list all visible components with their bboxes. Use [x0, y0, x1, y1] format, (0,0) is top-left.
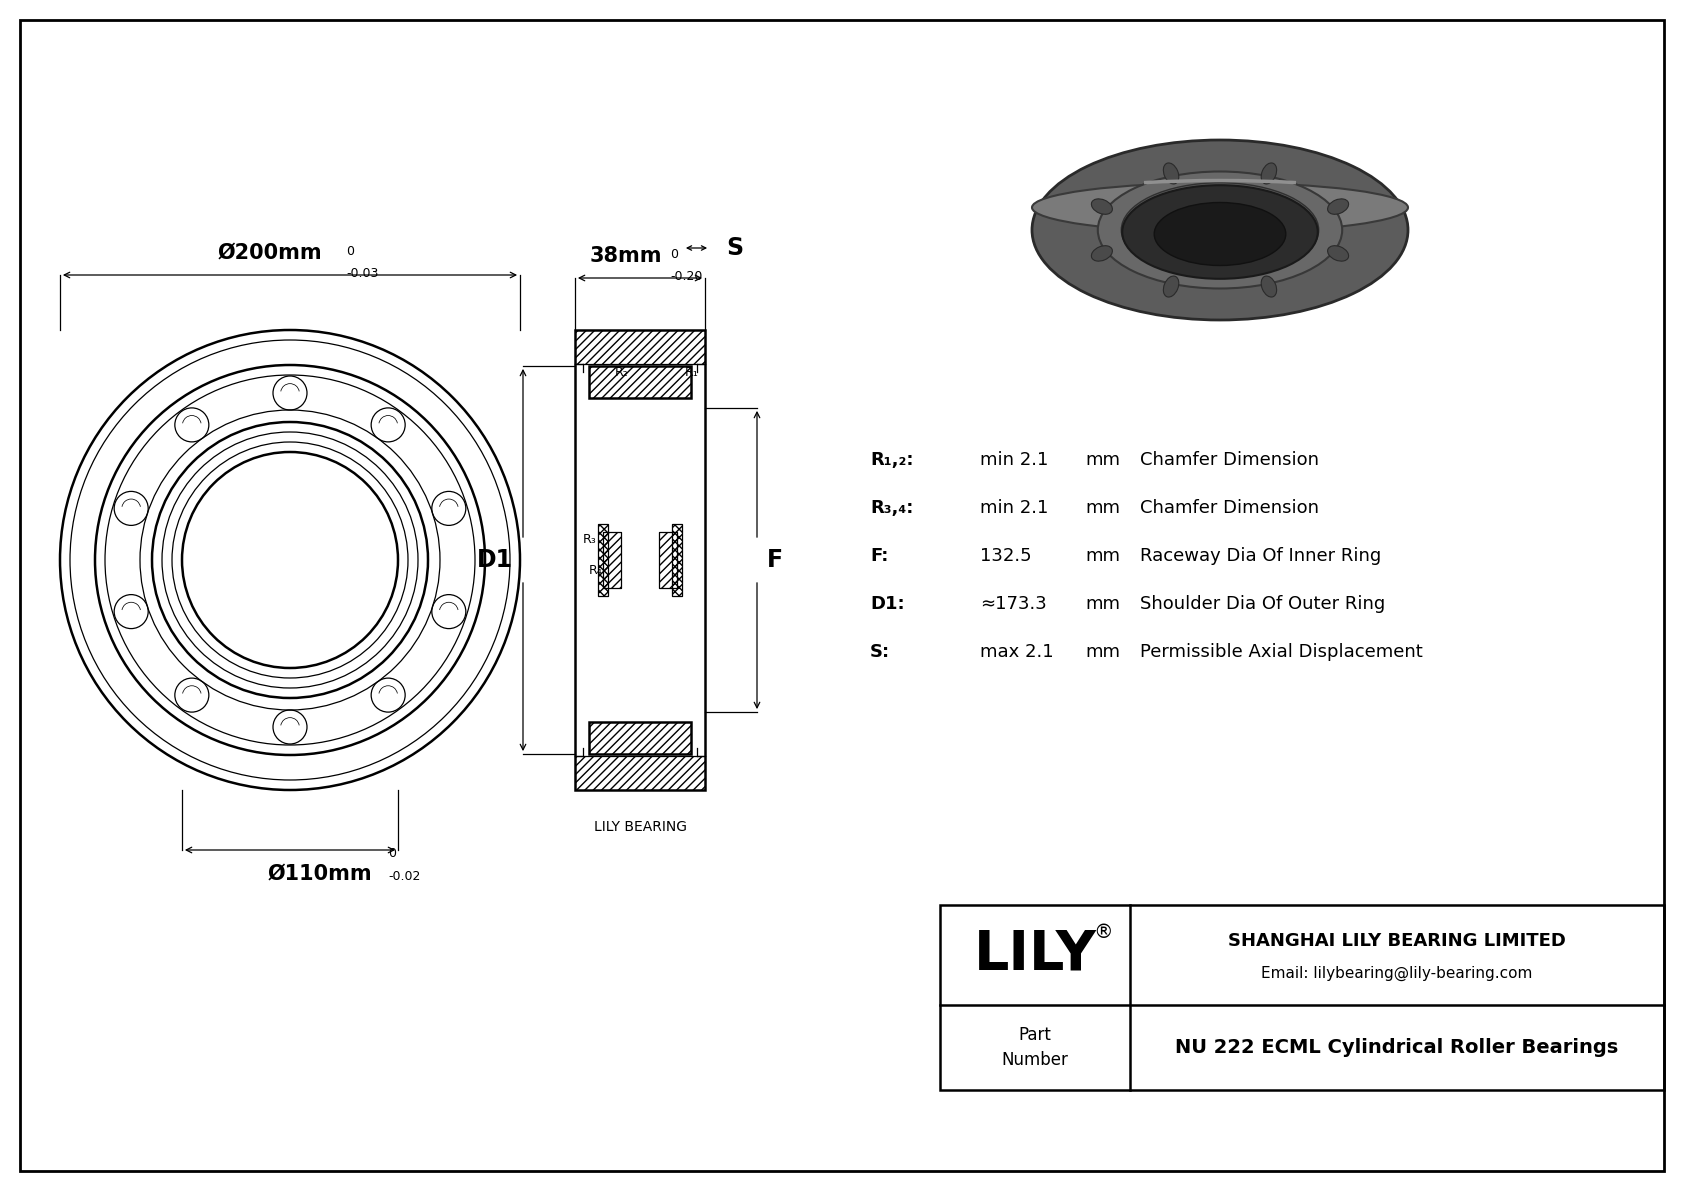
Text: R₄: R₄ — [589, 565, 603, 576]
Text: ®: ® — [1093, 923, 1113, 942]
Ellipse shape — [1032, 141, 1408, 320]
Text: mm: mm — [1084, 547, 1120, 565]
Text: Chamfer Dimension: Chamfer Dimension — [1140, 499, 1319, 517]
Ellipse shape — [1091, 199, 1113, 214]
Text: -0.03: -0.03 — [345, 267, 379, 280]
Text: max 2.1: max 2.1 — [980, 643, 1054, 661]
Text: S:: S: — [871, 643, 891, 661]
Text: LILY: LILY — [973, 928, 1096, 983]
Text: D1:: D1: — [871, 596, 904, 613]
Text: mm: mm — [1084, 643, 1120, 661]
Text: Chamfer Dimension: Chamfer Dimension — [1140, 451, 1319, 469]
Bar — [598, 524, 608, 596]
Text: LILY BEARING: LILY BEARING — [593, 819, 687, 834]
Ellipse shape — [1261, 276, 1276, 297]
Text: mm: mm — [1084, 499, 1120, 517]
Ellipse shape — [1154, 202, 1287, 266]
Bar — [589, 366, 690, 398]
Bar — [589, 722, 690, 754]
Ellipse shape — [1032, 182, 1408, 232]
Text: SHANGHAI LILY BEARING LIMITED: SHANGHAI LILY BEARING LIMITED — [1228, 933, 1566, 950]
Text: R₁,₂:: R₁,₂: — [871, 451, 913, 469]
Text: NU 222 ECML Cylindrical Roller Bearings: NU 222 ECML Cylindrical Roller Bearings — [1175, 1039, 1618, 1056]
Bar — [574, 330, 706, 790]
Bar — [658, 532, 677, 588]
Text: -0.20: -0.20 — [670, 270, 702, 283]
Bar — [672, 524, 682, 596]
Text: D1: D1 — [477, 548, 514, 572]
Ellipse shape — [1091, 245, 1113, 261]
Ellipse shape — [1122, 182, 1319, 278]
Text: Raceway Dia Of Inner Ring: Raceway Dia Of Inner Ring — [1140, 547, 1381, 565]
Text: 38mm: 38mm — [589, 247, 662, 266]
Bar — [672, 524, 682, 596]
Bar — [603, 532, 621, 588]
Ellipse shape — [1261, 163, 1276, 183]
Text: 132.5: 132.5 — [980, 547, 1032, 565]
Ellipse shape — [1327, 199, 1349, 214]
Bar — [574, 756, 706, 790]
Bar — [603, 532, 621, 588]
Text: -0.02: -0.02 — [387, 869, 421, 883]
Ellipse shape — [1164, 276, 1179, 297]
Ellipse shape — [1098, 172, 1342, 288]
Text: 0: 0 — [387, 847, 396, 860]
Bar — [658, 532, 677, 588]
Text: R₂: R₂ — [615, 366, 628, 379]
Text: F:: F: — [871, 547, 889, 565]
Text: Ø110mm: Ø110mm — [268, 863, 372, 884]
Text: Part
Number: Part Number — [1002, 1025, 1068, 1070]
Bar — [589, 722, 690, 754]
Bar — [598, 524, 608, 596]
Text: S: S — [726, 236, 743, 260]
Text: Email: lilybearing@lily-bearing.com: Email: lilybearing@lily-bearing.com — [1261, 966, 1532, 980]
Text: R₁: R₁ — [685, 366, 699, 379]
Text: R₃,₄:: R₃,₄: — [871, 499, 913, 517]
Text: mm: mm — [1084, 596, 1120, 613]
Ellipse shape — [1327, 245, 1349, 261]
Text: Ø200mm: Ø200mm — [217, 243, 322, 263]
Text: mm: mm — [1084, 451, 1120, 469]
Ellipse shape — [1122, 185, 1319, 279]
Text: min 2.1: min 2.1 — [980, 451, 1049, 469]
Text: 0: 0 — [345, 245, 354, 258]
Text: min 2.1: min 2.1 — [980, 499, 1049, 517]
Text: Permissible Axial Displacement: Permissible Axial Displacement — [1140, 643, 1423, 661]
Bar — [940, 905, 1664, 1090]
Ellipse shape — [1164, 163, 1179, 183]
Bar — [574, 330, 706, 364]
Text: Shoulder Dia Of Outer Ring: Shoulder Dia Of Outer Ring — [1140, 596, 1386, 613]
Text: 0: 0 — [670, 248, 679, 261]
Text: ≈173.3: ≈173.3 — [980, 596, 1047, 613]
Text: R₃: R₃ — [583, 534, 596, 545]
Bar — [589, 366, 690, 398]
Text: F: F — [766, 548, 783, 572]
